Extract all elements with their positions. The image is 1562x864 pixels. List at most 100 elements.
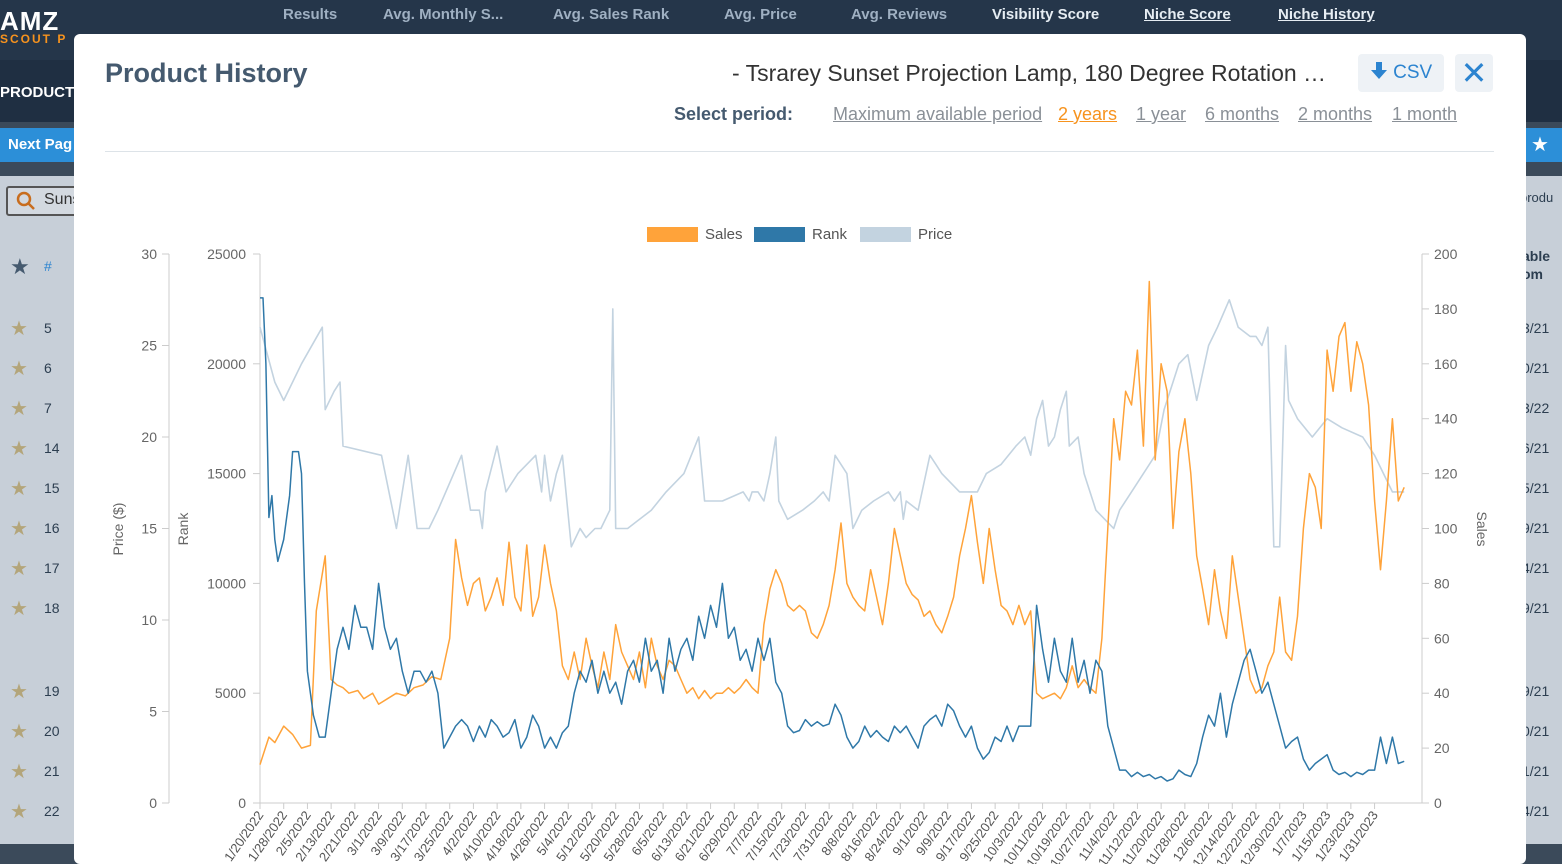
header-divider	[105, 151, 1494, 152]
price-tick-label: 10	[141, 612, 157, 628]
stat-avg-monthly-sales: Avg. Monthly S...	[383, 6, 504, 23]
period-2-months[interactable]: 2 months	[1298, 104, 1373, 124]
legend-swatch-rank	[754, 227, 805, 242]
row-date: 4/21	[1522, 560, 1550, 576]
period-2-years[interactable]: 2 years	[1058, 104, 1118, 124]
product-history-chart: Sales Rank Price 0 5 10 15 20 25 30 Price ($) 0 500…	[110, 226, 1490, 864]
legend-swatch-sales	[647, 227, 698, 242]
tab-product[interactable]: PRODUCT	[0, 84, 75, 101]
sales-axis-title: Sales	[1474, 511, 1490, 546]
row-star-icon[interactable]: ★	[10, 721, 28, 743]
rank-tick-label: 10000	[207, 575, 246, 591]
legend-label-sales: Sales	[705, 226, 743, 243]
close-button[interactable]: ✕	[1455, 54, 1493, 92]
row-star-icon[interactable]: ★	[10, 598, 28, 620]
rank-tick-label: 20000	[207, 356, 246, 372]
rank-tick-label: 25000	[207, 246, 246, 262]
row-star-icon[interactable]: ★	[10, 518, 28, 540]
stat-results: Results	[283, 6, 338, 23]
row-star-icon[interactable]: ★	[10, 398, 28, 420]
row-date: 3/22	[1522, 400, 1550, 416]
product-name: - Tsrarey Sunset Projection Lamp, 180 De…	[732, 60, 1342, 86]
csv-download-button[interactable]: CSV	[1358, 54, 1444, 92]
chart-axes: 0 5 10 15 20 25 30 Price ($) 0 5000 10000 15000 2000…	[110, 246, 1490, 811]
price-tick-label: 20	[141, 429, 157, 445]
period-6-months[interactable]: 6 months	[1205, 104, 1280, 124]
period-1-month[interactable]: 1 month	[1392, 104, 1458, 124]
row-number: 19	[44, 683, 60, 699]
row-number: 15	[44, 480, 60, 496]
download-icon	[1370, 62, 1387, 79]
next-page-button[interactable]: Next Pag	[0, 128, 80, 162]
rank-tick-label: 5000	[215, 685, 246, 701]
logo-text: AMZ	[0, 6, 60, 36]
row-star-icon[interactable]: ★	[10, 478, 28, 500]
sales-tick-label: 200	[1434, 246, 1458, 262]
niche-score-link[interactable]: Niche Score	[1144, 6, 1231, 23]
sales-tick-label: 20	[1434, 740, 1450, 756]
rank-tick-label: 15000	[207, 466, 246, 482]
price-tick-label: 30	[141, 246, 157, 262]
sales-tick-label: 180	[1434, 301, 1458, 317]
series-line-sales	[259, 280, 1405, 765]
row-date: 9/21	[1522, 683, 1550, 699]
chart-series	[259, 280, 1405, 782]
row-number: 7	[44, 400, 52, 416]
sales-tick-label: 60	[1434, 630, 1450, 646]
row-star-icon[interactable]: ★	[10, 558, 28, 580]
sales-tick-label: 120	[1434, 466, 1458, 482]
select-period-label: Select period:	[674, 104, 794, 124]
sales-tick-label: 140	[1434, 411, 1458, 427]
row-number: 20	[44, 723, 60, 739]
row-date: 3/21	[1522, 320, 1550, 336]
rank-column-header[interactable]: #	[44, 258, 52, 274]
niche-history-link[interactable]: Niche History	[1278, 6, 1375, 23]
stat-visibility-score: Visibility Score	[992, 6, 1100, 23]
rank-tick-label: 0	[238, 795, 246, 811]
row-date: 6/21	[1522, 440, 1550, 456]
row-star-icon[interactable]: ★	[10, 358, 28, 380]
sales-tick-label: 40	[1434, 685, 1450, 701]
row-number: 21	[44, 763, 60, 779]
row-number: 16	[44, 520, 60, 536]
row-date: 1/21	[1522, 763, 1550, 779]
row-date: 0/21	[1522, 723, 1550, 739]
row-number: 5	[44, 320, 52, 336]
legend-swatch-price	[860, 227, 911, 242]
row-star-icon[interactable]: ★	[10, 438, 28, 460]
row-star-icon[interactable]: ★	[10, 318, 28, 340]
csv-label: CSV	[1393, 62, 1433, 83]
row-number: 22	[44, 803, 60, 819]
row-number: 6	[44, 360, 52, 376]
sales-tick-label: 160	[1434, 356, 1458, 372]
price-tick-label: 0	[149, 795, 157, 811]
stat-avg-sales-rank: Avg. Sales Rank	[553, 6, 670, 23]
legend-label-rank: Rank	[812, 226, 848, 243]
product-history-modal: Product History - Tsrarey Sunset Project…	[74, 34, 1526, 864]
stat-avg-price: Avg. Price	[724, 6, 797, 23]
row-star-icon[interactable]: ★	[10, 681, 28, 703]
search-value: Suns	[44, 191, 81, 208]
app-logo[interactable]: AMZ SCOUT P	[0, 8, 68, 46]
search-input[interactable]: Suns	[6, 186, 80, 216]
price-tick-label: 15	[141, 521, 157, 537]
row-date: 9/21	[1522, 600, 1550, 616]
close-icon: ✕	[1460, 55, 1488, 91]
star-column-header-icon[interactable]: ★	[10, 254, 30, 279]
right-column-label: produ	[1520, 190, 1554, 205]
right-column-header-2: om	[1522, 266, 1543, 282]
logo-sub-text: SCOUT P	[0, 32, 68, 46]
period-maximum[interactable]: Maximum available period	[833, 104, 1043, 124]
row-number: 17	[44, 560, 60, 576]
price-tick-label: 5	[149, 704, 157, 720]
modal-title: Product History	[105, 58, 308, 88]
row-star-icon[interactable]: ★	[10, 801, 28, 823]
row-number: 14	[44, 440, 60, 456]
row-date: 4/21	[1522, 803, 1550, 819]
row-star-icon[interactable]: ★	[10, 761, 28, 783]
price-axis-title: Price ($)	[110, 503, 126, 556]
search-icon	[16, 191, 35, 210]
period-1-year[interactable]: 1 year	[1136, 104, 1187, 124]
series-line-rank	[260, 297, 1405, 782]
price-tick-label: 25	[141, 338, 157, 354]
